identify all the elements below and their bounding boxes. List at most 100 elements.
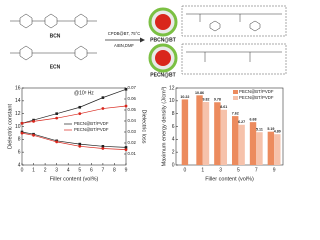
x-tick-label: 6 bbox=[90, 167, 93, 173]
x-tick-label: 9 bbox=[273, 167, 276, 173]
x-tick-label: 3 bbox=[55, 167, 58, 173]
bar bbox=[202, 101, 210, 165]
y-axis-title: Maximum energy density (J/cm³) bbox=[161, 86, 167, 166]
series-line bbox=[21, 131, 127, 148]
bar bbox=[238, 124, 245, 165]
particle-core bbox=[155, 14, 171, 30]
polymer-box bbox=[181, 5, 287, 37]
polymer-box bbox=[181, 43, 287, 75]
x-tick-label: 0 bbox=[184, 167, 187, 173]
point bbox=[20, 121, 24, 125]
x-tick-label: 4 bbox=[67, 167, 70, 173]
value-label: 9.78 bbox=[214, 98, 221, 102]
point bbox=[20, 131, 24, 135]
x-tick-label: 9 bbox=[125, 167, 128, 173]
point bbox=[78, 142, 82, 146]
y-tick-label: 6 bbox=[18, 149, 21, 155]
bar bbox=[249, 122, 257, 165]
condition: AIBN,DMF bbox=[114, 43, 134, 48]
x-axis-title: Filler content (vol%) bbox=[50, 176, 99, 182]
series-line bbox=[21, 88, 127, 124]
condition: CPDB@BT, 75°C bbox=[108, 31, 140, 36]
point bbox=[124, 104, 128, 108]
point bbox=[124, 87, 128, 91]
scheme: BCN ECN CPDB@BT, 75°C AIBN,DMF PBCN@BT P… bbox=[10, 5, 287, 78]
legend-label: PBCN@BT/PVDF bbox=[74, 121, 109, 126]
x-tick-label: 5 bbox=[237, 167, 240, 173]
product-label: PBCN@BT bbox=[150, 37, 176, 43]
x-tick-label: 0 bbox=[21, 167, 24, 173]
value-label: 6.68 bbox=[250, 118, 257, 122]
x-axis-title: Filler content (vol%) bbox=[205, 176, 254, 182]
y2-tick-label: 0.05 bbox=[128, 107, 137, 112]
point bbox=[101, 145, 105, 148]
x-tick-label: 2 bbox=[44, 167, 47, 173]
x-tick-label: 8 bbox=[113, 167, 116, 173]
y-tick-label: 12 bbox=[169, 85, 175, 91]
point bbox=[101, 96, 105, 99]
point bbox=[32, 133, 35, 137]
y-tick-label: 10 bbox=[15, 124, 21, 130]
monomer-label: BCN bbox=[50, 33, 61, 39]
y-axis-title: Dielectric constant bbox=[7, 104, 13, 149]
bar bbox=[274, 134, 281, 165]
point bbox=[101, 107, 105, 110]
series-line bbox=[21, 105, 127, 124]
y-tick-label: 10 bbox=[169, 98, 175, 104]
point bbox=[78, 144, 82, 148]
point bbox=[78, 112, 82, 116]
value-label: 7.62 bbox=[232, 112, 239, 116]
y-tick-label: 4 bbox=[18, 162, 21, 168]
y2-tick-label: 0.07 bbox=[128, 85, 137, 90]
y2-tick-label: 0.06 bbox=[128, 96, 137, 101]
y-tick-label: 14 bbox=[15, 98, 21, 104]
legend-label: PECN@BT/PVDF bbox=[74, 127, 109, 132]
point bbox=[124, 146, 128, 149]
product-label: PECN@BT bbox=[150, 72, 175, 78]
point bbox=[124, 148, 128, 152]
value-label: 5.11 bbox=[256, 128, 263, 132]
bar bbox=[196, 95, 203, 165]
bar bbox=[181, 99, 189, 165]
point bbox=[78, 105, 82, 109]
y2-axis-title: Dielectric loss bbox=[141, 110, 147, 144]
y2-tick-label: 0.04 bbox=[128, 118, 137, 123]
arrow-head bbox=[140, 37, 145, 43]
y-tick-label: 12 bbox=[15, 111, 21, 117]
bar bbox=[214, 102, 221, 165]
bar bbox=[220, 109, 228, 165]
value-label: 6.27 bbox=[238, 120, 245, 124]
monomer-label: ECN bbox=[50, 64, 61, 70]
legend-swatch bbox=[233, 90, 238, 94]
point bbox=[101, 147, 105, 150]
legend-label: PBCN@BT/PVDF bbox=[239, 89, 274, 94]
value-label: 5.19 bbox=[267, 127, 274, 131]
y-tick-label: 4 bbox=[172, 137, 175, 143]
particle-core bbox=[155, 50, 171, 66]
x-tick-label: 7 bbox=[255, 167, 258, 173]
y2-tick-label: 0.03 bbox=[128, 129, 137, 134]
point bbox=[55, 116, 59, 120]
series-line bbox=[21, 132, 127, 150]
value-label: 9.82 bbox=[202, 97, 209, 101]
point bbox=[55, 140, 59, 144]
x-tick-label: 1 bbox=[32, 167, 35, 173]
value-label: 10.86 bbox=[195, 91, 204, 95]
y-tick-label: 0 bbox=[172, 162, 175, 168]
x-tick-label: 1 bbox=[201, 167, 204, 173]
point bbox=[55, 112, 58, 115]
y2-tick-label: 0.02 bbox=[128, 140, 137, 145]
value-label: 10.22 bbox=[180, 95, 189, 99]
x-tick-label: 5 bbox=[78, 167, 81, 173]
point bbox=[32, 119, 35, 123]
y-tick-label: 8 bbox=[172, 111, 175, 117]
y-tick-label: 6 bbox=[172, 124, 175, 130]
bar bbox=[267, 131, 275, 165]
bar bbox=[256, 132, 263, 165]
value-label: 4.80 bbox=[274, 130, 281, 134]
bar bbox=[231, 116, 239, 165]
legend-swatch bbox=[233, 96, 238, 100]
legend-label: PECN@BT/PVDF bbox=[239, 95, 274, 100]
y-tick-label: 8 bbox=[18, 137, 21, 143]
x-tick-label: 7 bbox=[101, 167, 104, 173]
